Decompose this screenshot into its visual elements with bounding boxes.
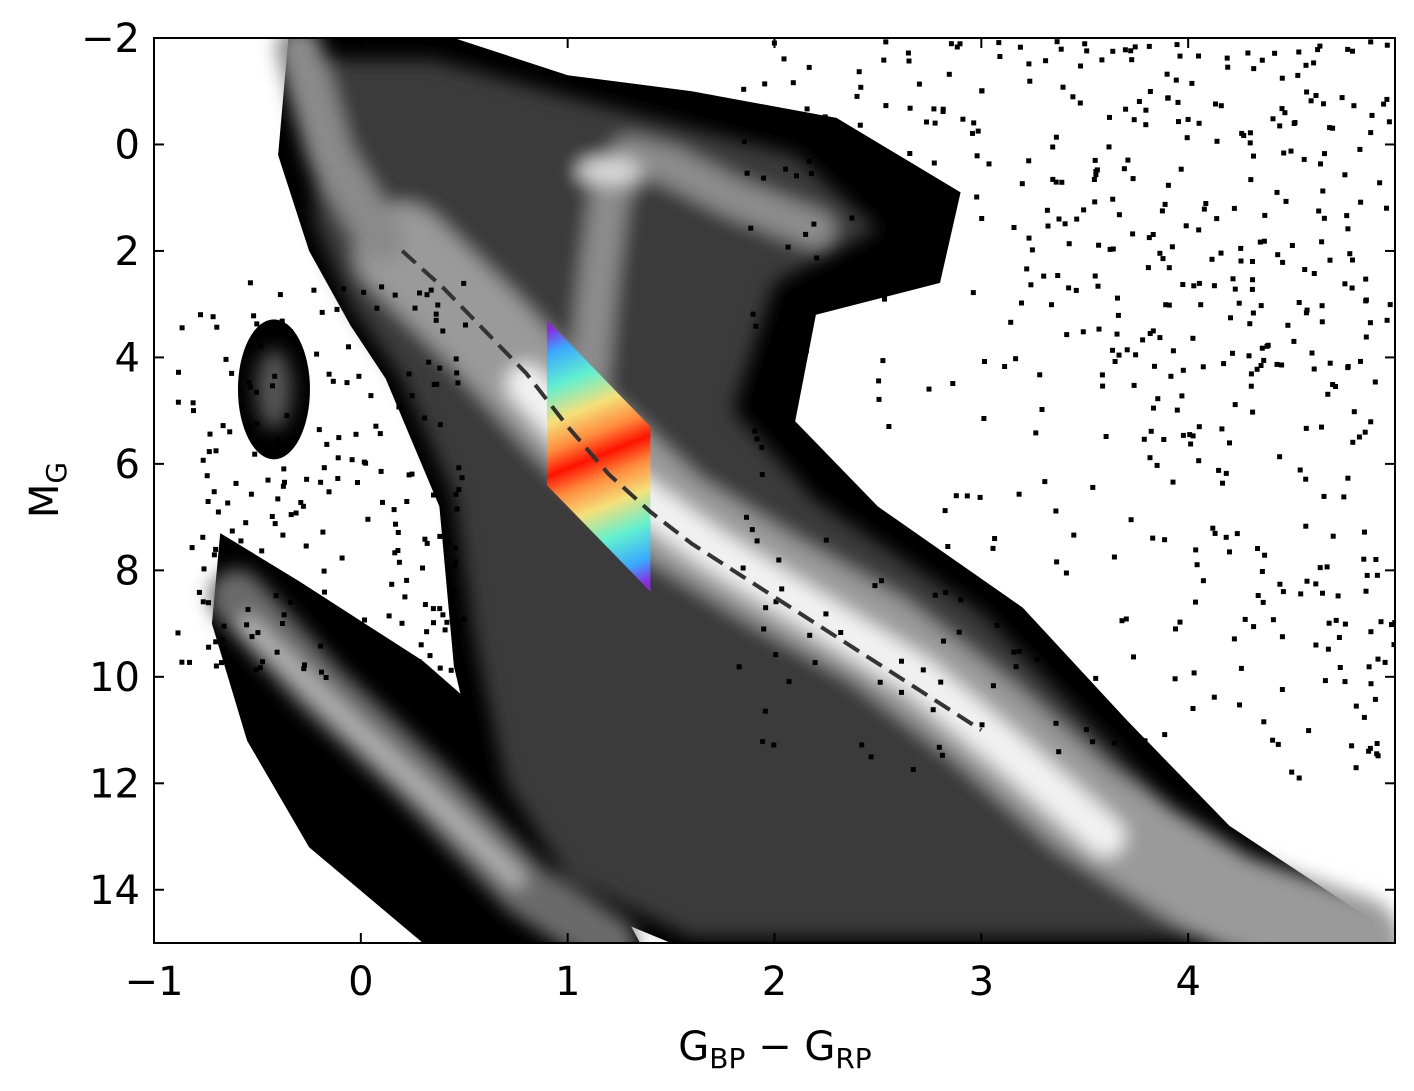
density-map xyxy=(175,38,1395,943)
x-tick-label: 1 xyxy=(555,959,580,1005)
y-tick-label: 0 xyxy=(115,122,140,168)
wd-envelope xyxy=(211,533,641,943)
y-tick-label: 12 xyxy=(89,761,140,807)
highlight-region xyxy=(547,320,651,592)
upper-ms xyxy=(276,38,404,263)
wd-ridge xyxy=(238,614,525,889)
y-axis-label: MG xyxy=(22,462,73,518)
y-tick-label: −2 xyxy=(81,16,140,62)
y-tick-label: 10 xyxy=(89,655,140,701)
y-tick-label: 4 xyxy=(115,335,140,381)
y-tick-label: 6 xyxy=(115,442,140,488)
x-tick-label: 4 xyxy=(1175,959,1200,1005)
highlight-parallelogram xyxy=(547,320,651,592)
red-clump xyxy=(577,157,642,186)
x-tick-label: 3 xyxy=(969,959,994,1005)
x-tick-label: 2 xyxy=(762,959,787,1005)
x-tick-label: −1 xyxy=(125,959,184,1005)
y-tick-label: 8 xyxy=(115,548,140,594)
y-tick-label: 2 xyxy=(115,229,140,275)
density-halo xyxy=(309,59,1354,938)
giant-branch xyxy=(569,136,835,403)
reference-dashed-line xyxy=(400,249,983,732)
subdwarf-core xyxy=(255,349,292,430)
x-tick-label: 0 xyxy=(348,959,373,1005)
y-tick-label: 14 xyxy=(89,868,140,914)
x-axis-label: GBP − GRP xyxy=(678,1024,871,1075)
scatter-noise xyxy=(175,39,1395,781)
